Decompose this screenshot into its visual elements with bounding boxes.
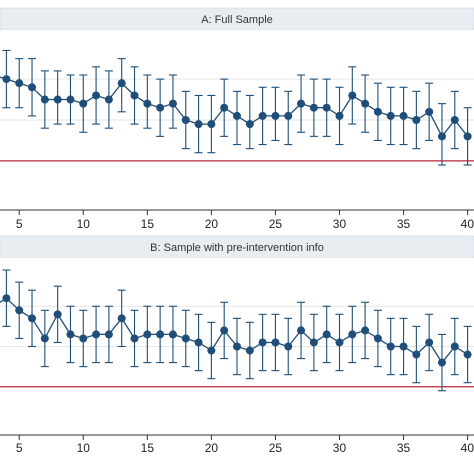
data-point: [425, 107, 434, 116]
panel-title: A: Full Sample: [201, 14, 273, 26]
data-point: [297, 99, 306, 108]
data-point: [322, 330, 331, 339]
series-group: [0, 269, 472, 392]
data-point: [463, 132, 472, 141]
data-point: [386, 111, 395, 120]
x-tick-label: 20: [205, 441, 219, 455]
data-point: [220, 326, 229, 335]
data-point: [168, 330, 177, 339]
x-tick-label: 10: [77, 217, 91, 231]
data-point: [156, 103, 165, 112]
data-point: [373, 107, 382, 116]
data-point: [284, 342, 293, 351]
data-point: [92, 91, 101, 100]
x-tick-label: 40: [461, 217, 474, 231]
data-point: [2, 75, 11, 84]
data-point: [450, 116, 459, 124]
data-point: [437, 132, 446, 141]
data-point: [450, 342, 459, 351]
data-point: [348, 91, 357, 100]
x-tick-label: 35: [397, 217, 411, 231]
data-point: [322, 103, 331, 112]
data-point: [386, 342, 395, 351]
data-point: [28, 83, 37, 92]
data-point: [437, 358, 446, 367]
data-point: [181, 116, 190, 124]
data-point: [309, 338, 318, 347]
data-point: [181, 334, 190, 343]
data-point: [156, 330, 165, 339]
x-tick-label: 35: [397, 441, 411, 455]
data-point: [66, 95, 75, 104]
data-point: [207, 120, 216, 129]
data-point: [130, 334, 139, 343]
x-tick-label: 25: [269, 217, 283, 231]
data-point: [233, 342, 241, 351]
panel-title: B: Sample with pre-intervention info: [150, 242, 324, 254]
data-point: [143, 330, 152, 339]
data-point: [194, 120, 203, 129]
data-point: [284, 111, 293, 120]
x-tick-label: 5: [16, 441, 23, 455]
data-point: [309, 103, 318, 112]
data-point: [297, 326, 306, 335]
data-point: [348, 330, 357, 339]
data-point: [399, 342, 408, 351]
data-point: [245, 120, 254, 129]
panel-b: B: Sample with pre-intervention info 5 10 1…: [0, 235, 474, 455]
data-point: [233, 111, 241, 120]
data-point: [79, 99, 88, 108]
data-point: [194, 338, 203, 347]
data-point: [40, 95, 49, 104]
data-point: [361, 326, 370, 335]
data-point: [66, 330, 75, 339]
data-point: [271, 338, 280, 347]
data-point: [412, 350, 421, 359]
data-point: [258, 338, 267, 347]
data-point: [143, 99, 152, 108]
data-point: [15, 79, 24, 88]
data-point: [220, 103, 229, 112]
data-point: [28, 314, 37, 323]
data-point: [40, 334, 49, 343]
x-tick-label: 30: [333, 441, 347, 455]
data-point: [168, 99, 177, 108]
data-point: [258, 111, 267, 120]
x-tick-label: 15: [141, 217, 155, 231]
panel-a: A: Full Sample 5 10 15 20 25 30 35 40: [0, 7, 474, 231]
x-tick-label: 30: [333, 217, 347, 231]
x-tick-label: 25: [269, 441, 283, 455]
data-point: [79, 334, 88, 343]
data-point: [412, 116, 421, 124]
data-point: [271, 111, 280, 120]
x-tick-label: 15: [141, 441, 155, 455]
data-point: [92, 330, 101, 339]
data-point: [245, 346, 254, 355]
x-tick-label: 5: [16, 217, 23, 231]
series-group: [0, 49, 472, 166]
data-point: [425, 338, 434, 347]
data-point: [399, 111, 408, 120]
data-point: [53, 310, 62, 319]
data-point: [335, 338, 344, 347]
data-point: [15, 306, 24, 315]
data-point: [373, 334, 382, 343]
data-point: [104, 330, 113, 339]
x-tick-label: 40: [461, 441, 474, 455]
data-point: [53, 95, 62, 104]
data-point: [104, 95, 113, 104]
data-point: [361, 99, 370, 108]
data-point: [130, 91, 139, 100]
data-point: [117, 79, 126, 88]
data-point: [117, 314, 126, 323]
x-tick-label: 10: [77, 441, 91, 455]
data-point: [2, 294, 11, 303]
data-point: [335, 111, 344, 120]
data-point: [463, 350, 472, 359]
data-point: [207, 346, 216, 355]
x-tick-label: 20: [205, 217, 219, 231]
